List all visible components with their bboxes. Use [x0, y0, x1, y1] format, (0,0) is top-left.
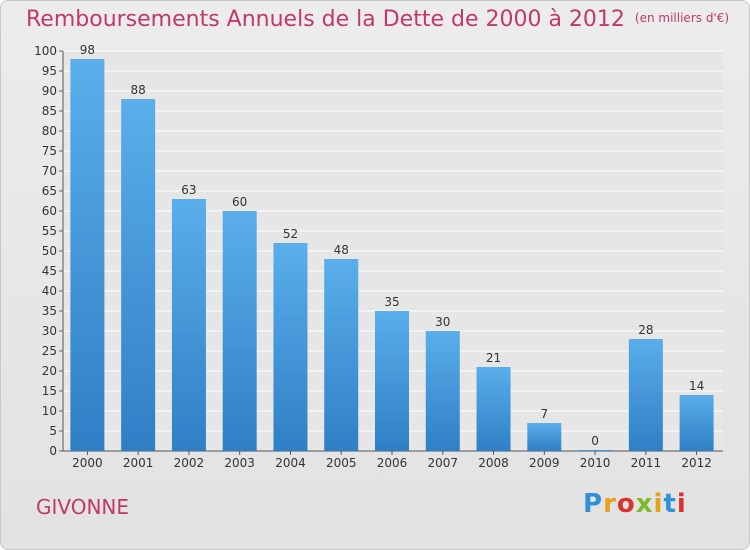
data-label: 63 — [181, 183, 196, 197]
y-tick-label: 100 — [34, 44, 57, 58]
y-tick-label: 20 — [42, 364, 57, 378]
y-tick-label: 40 — [42, 284, 57, 298]
x-tick-label: 2001 — [123, 456, 154, 470]
y-tick-label: 5 — [49, 424, 57, 438]
proxiti-logo: Proxiti — [583, 489, 687, 519]
commune-name: GIVONNE — [36, 495, 130, 519]
y-tick-label: 10 — [42, 404, 57, 418]
y-tick-label: 35 — [42, 304, 57, 318]
bar-2000 — [70, 59, 105, 451]
data-label: 48 — [334, 243, 349, 257]
x-tick-label: 2000 — [72, 456, 103, 470]
title-unit: (en milliers d'€) — [634, 11, 730, 25]
bar-2002 — [171, 199, 206, 451]
bar-2008 — [476, 367, 511, 451]
data-label: 14 — [689, 379, 704, 393]
bar-2011 — [628, 339, 663, 451]
data-label: 0 — [591, 434, 599, 448]
bar-2006 — [375, 311, 409, 451]
data-label: 35 — [384, 295, 399, 309]
x-tick-label: 2007 — [427, 456, 458, 470]
y-tick-label: 0 — [49, 444, 57, 458]
y-tick-label: 60 — [42, 204, 57, 218]
bar-2007 — [425, 331, 460, 451]
y-tick-label: 90 — [42, 84, 57, 98]
title-text: Remboursements Annuels de la Dette de 20… — [26, 7, 625, 32]
x-tick-label: 2003 — [224, 456, 255, 470]
data-label: 98 — [80, 43, 95, 57]
y-tick-label: 15 — [42, 384, 57, 398]
x-tick-label: 2006 — [377, 456, 408, 470]
bar-2009 — [527, 423, 562, 451]
data-label: 30 — [435, 315, 450, 329]
x-tick-label: 2011 — [631, 456, 662, 470]
bar-2012 — [679, 395, 714, 451]
x-tick-label: 2004 — [275, 456, 306, 470]
y-tick-label: 80 — [42, 124, 57, 138]
bar-2003 — [222, 211, 257, 451]
x-tick-label: 2009 — [529, 456, 560, 470]
bar-2001 — [121, 99, 156, 451]
y-tick-label: 50 — [42, 244, 57, 258]
y-tick-label: 95 — [42, 64, 57, 78]
y-tick-label: 25 — [42, 344, 57, 358]
x-tick-label: 2012 — [681, 456, 712, 470]
data-label: 88 — [131, 83, 146, 97]
data-label: 60 — [232, 195, 247, 209]
bar-2005 — [324, 259, 359, 451]
x-tick-label: 2010 — [580, 456, 611, 470]
y-tick-label: 45 — [42, 264, 57, 278]
x-tick-label: 2005 — [326, 456, 357, 470]
data-label: 28 — [638, 323, 653, 337]
data-label: 21 — [486, 351, 501, 365]
x-tick-label: 2002 — [174, 456, 205, 470]
y-tick-label: 65 — [42, 184, 57, 198]
data-label: 7 — [540, 407, 548, 421]
y-tick-label: 70 — [42, 164, 57, 178]
data-label: 52 — [283, 227, 298, 241]
chart-title: Remboursements Annuels de la Dette de 20… — [26, 7, 729, 32]
x-tick-label: 2008 — [478, 456, 509, 470]
bar-2010 — [578, 450, 613, 451]
y-tick-label: 30 — [42, 324, 57, 338]
bar-2004 — [273, 243, 308, 451]
y-tick-label: 75 — [42, 144, 57, 158]
y-tick-label: 85 — [42, 104, 57, 118]
y-tick-label: 55 — [42, 224, 57, 238]
